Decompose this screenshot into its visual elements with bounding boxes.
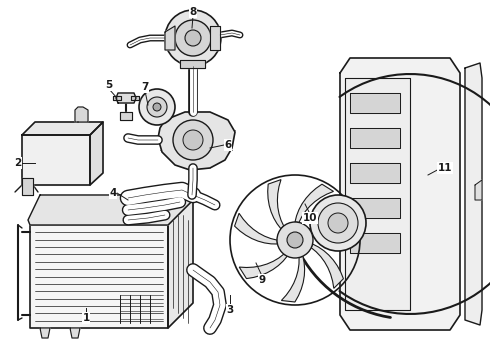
Circle shape xyxy=(287,232,303,248)
Polygon shape xyxy=(30,200,193,225)
Text: 8: 8 xyxy=(189,7,196,17)
Polygon shape xyxy=(350,93,400,113)
Polygon shape xyxy=(70,328,80,338)
Circle shape xyxy=(328,213,348,233)
Polygon shape xyxy=(22,135,90,185)
Circle shape xyxy=(173,120,213,160)
Polygon shape xyxy=(90,122,103,185)
Polygon shape xyxy=(350,233,400,253)
Circle shape xyxy=(183,130,203,150)
Circle shape xyxy=(185,30,201,46)
Polygon shape xyxy=(168,200,193,328)
Polygon shape xyxy=(465,63,482,325)
Polygon shape xyxy=(350,163,400,183)
Polygon shape xyxy=(210,26,220,50)
Polygon shape xyxy=(180,60,205,68)
Text: 6: 6 xyxy=(224,140,232,150)
Polygon shape xyxy=(309,222,357,240)
Polygon shape xyxy=(350,128,400,148)
Polygon shape xyxy=(340,58,460,330)
Polygon shape xyxy=(235,213,277,244)
Polygon shape xyxy=(113,96,121,100)
Polygon shape xyxy=(131,96,139,100)
Circle shape xyxy=(175,20,211,56)
Text: 11: 11 xyxy=(438,163,452,173)
Circle shape xyxy=(147,97,167,117)
Text: 2: 2 xyxy=(14,158,22,168)
Circle shape xyxy=(310,195,366,251)
Polygon shape xyxy=(475,180,482,200)
Circle shape xyxy=(318,203,358,243)
Polygon shape xyxy=(268,180,284,229)
Polygon shape xyxy=(120,112,132,120)
Polygon shape xyxy=(30,225,168,328)
Polygon shape xyxy=(40,328,50,338)
Text: 9: 9 xyxy=(258,275,266,285)
Polygon shape xyxy=(158,112,235,170)
Text: 10: 10 xyxy=(303,213,317,223)
Polygon shape xyxy=(350,198,400,218)
Polygon shape xyxy=(75,107,88,122)
Text: 7: 7 xyxy=(141,82,148,92)
Text: 1: 1 xyxy=(82,313,90,323)
Polygon shape xyxy=(281,256,305,302)
Text: 5: 5 xyxy=(105,80,113,90)
Polygon shape xyxy=(28,195,193,225)
Polygon shape xyxy=(22,122,103,135)
Text: 4: 4 xyxy=(109,188,117,198)
Polygon shape xyxy=(295,184,334,222)
Circle shape xyxy=(165,10,221,66)
Text: 3: 3 xyxy=(226,305,234,315)
Polygon shape xyxy=(311,244,343,288)
Circle shape xyxy=(139,89,175,125)
Polygon shape xyxy=(116,93,136,103)
Polygon shape xyxy=(239,254,287,279)
Polygon shape xyxy=(165,26,175,50)
Polygon shape xyxy=(22,178,33,195)
Polygon shape xyxy=(345,78,410,310)
Circle shape xyxy=(153,103,161,111)
Circle shape xyxy=(277,222,313,258)
